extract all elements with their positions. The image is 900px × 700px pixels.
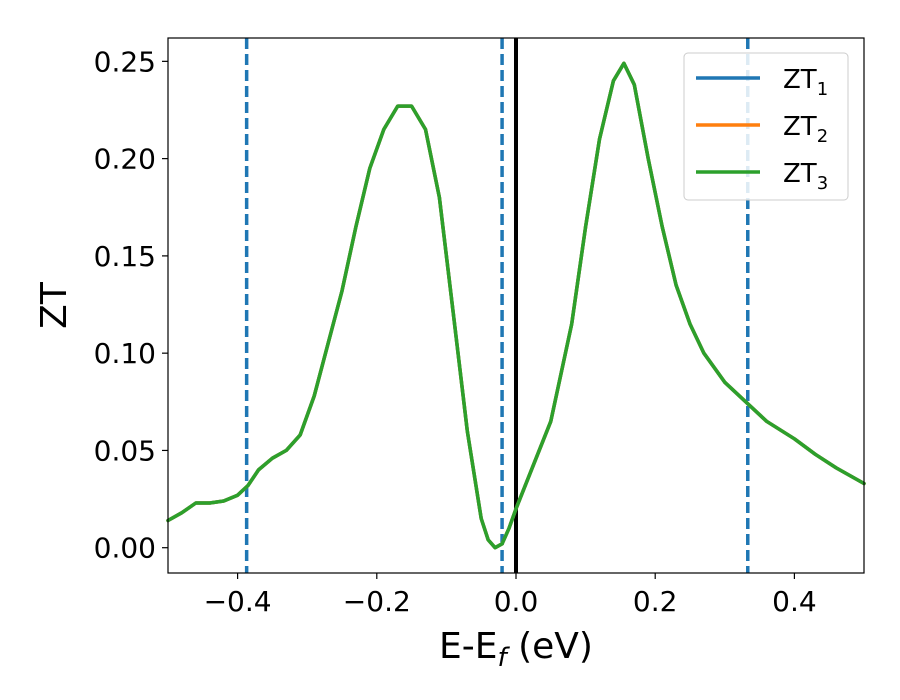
x-axis-title: E-Ef (eV) xyxy=(439,626,593,673)
y-tick-label: 0.05 xyxy=(94,434,156,467)
x-tick-label: 0.4 xyxy=(772,585,817,618)
series-line-3 xyxy=(166,61,866,550)
y-tick-label: 0.10 xyxy=(94,337,156,370)
y-axis-ticks: 0.00 0.05 0.10 0.15 0.20 0.25 xyxy=(94,45,168,565)
reference-lines xyxy=(244,38,750,573)
y-tick-label: 0.00 xyxy=(94,532,156,565)
legend-label-2: ZT2 xyxy=(783,112,828,147)
y-tick-label: 0.25 xyxy=(94,45,156,78)
y-tick-label: 0.20 xyxy=(94,143,156,176)
x-tick-label: 0.0 xyxy=(494,585,539,618)
legend-box xyxy=(683,52,849,201)
y-axis-title: ZT xyxy=(34,281,75,329)
series-lines xyxy=(166,61,866,550)
x-tick-label: −0.4 xyxy=(204,585,272,618)
x-tick-label: −0.2 xyxy=(343,585,411,618)
x-tick-label: 0.2 xyxy=(633,585,678,618)
x-axis-ticks: −0.4 −0.2 0.0 0.2 0.4 xyxy=(204,573,817,618)
y-tick-label: 0.15 xyxy=(94,240,156,273)
